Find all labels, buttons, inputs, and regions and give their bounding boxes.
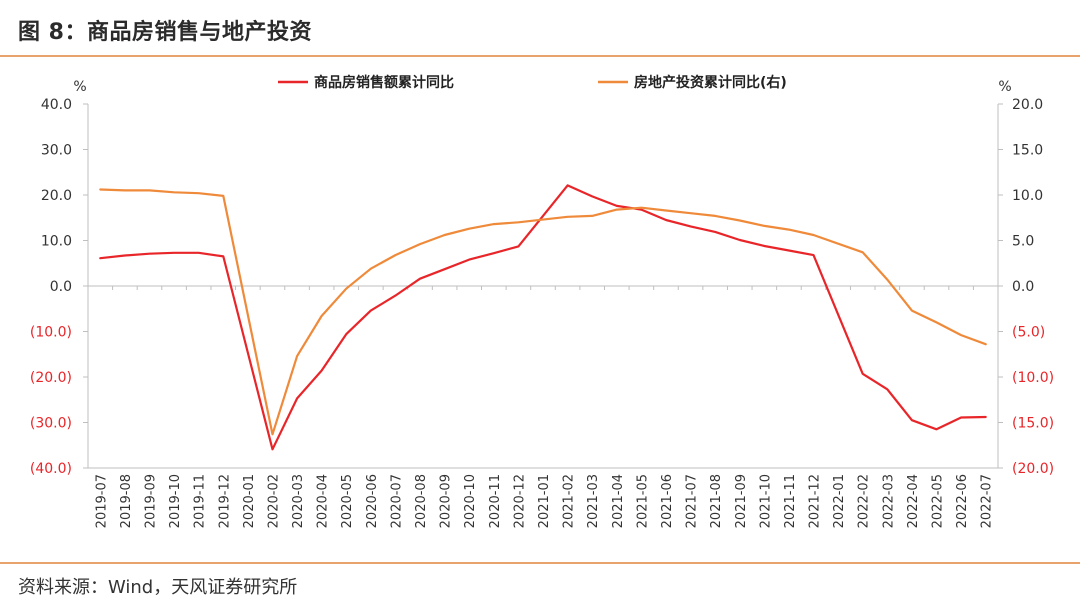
right-tick-label: (5.0) xyxy=(1012,325,1045,341)
x-tick-label: 2021-10 xyxy=(758,474,773,528)
right-tick-label: 20.0 xyxy=(1012,97,1043,113)
x-tick-label: 2020-02 xyxy=(266,474,281,528)
x-tick-label: 2022-02 xyxy=(857,474,872,528)
x-tick-label: 2021-12 xyxy=(808,474,823,528)
x-tick-label: 2019-09 xyxy=(143,474,158,528)
x-tick-label: 2020-07 xyxy=(389,474,404,528)
left-axis-unit: % xyxy=(73,79,86,95)
x-tick-label: 2021-02 xyxy=(562,474,577,528)
x-tick-label: 2020-08 xyxy=(414,474,429,528)
x-tick-label: 2021-05 xyxy=(635,474,650,528)
x-tick-label: 2019-08 xyxy=(119,474,134,528)
x-tick-label: 2022-03 xyxy=(881,474,896,528)
x-tick-label: 2020-04 xyxy=(316,474,331,528)
x-tick-label: 2021-11 xyxy=(783,474,798,528)
x-tick-label: 2021-07 xyxy=(685,474,700,528)
x-tick-label: 2021-01 xyxy=(537,474,552,528)
left-tick-label: 40.0 xyxy=(41,97,72,113)
x-tick-label: 2022-06 xyxy=(955,474,970,528)
x-tick-label: 2021-08 xyxy=(709,474,724,528)
x-tick-label: 2020-10 xyxy=(463,474,478,528)
x-tick-label: 2022-04 xyxy=(906,474,921,528)
x-tick-label: 2021-09 xyxy=(734,474,749,528)
x-tick-label: 2020-01 xyxy=(242,474,257,528)
chart: % %40.0 20.030.0 15.020.0 10.010.0 5.00.0 0.0(… xyxy=(30,74,1054,528)
right-axis-unit: % xyxy=(998,79,1011,95)
right-tick-label: 15.0 xyxy=(1012,143,1043,159)
legend-label-investment: 房地产投资累计同比(右) xyxy=(634,74,787,91)
left-tick-label: 30.0 xyxy=(41,143,72,159)
bottom-divider xyxy=(0,562,1080,564)
left-tick-label: (20.0) xyxy=(30,370,72,386)
figure-title: 图 8：商品房销售与地产投资 xyxy=(18,20,312,45)
right-tick-label: (20.0) xyxy=(1012,461,1054,477)
left-tick-label: 0.0 xyxy=(50,279,72,295)
x-tick-label: 2020-05 xyxy=(340,474,355,528)
axes-group: % %40.0 20.030.0 15.020.0 10.010.0 5.00.0 0.0(… xyxy=(30,79,1054,528)
x-tick-label: 2020-12 xyxy=(512,474,527,528)
x-tick-label: 2020-11 xyxy=(488,474,503,528)
series-group xyxy=(99,184,987,451)
left-tick-label: (30.0) xyxy=(30,416,72,432)
source-note: 资料来源：Wind，天风证券研究所 xyxy=(18,577,298,598)
left-tick-label: (40.0) xyxy=(30,461,72,477)
x-tick-label: 2021-03 xyxy=(586,474,601,528)
x-tick-label: 2019-10 xyxy=(168,474,183,528)
right-tick-label: 0.0 xyxy=(1012,279,1034,295)
right-tick-label: (15.0) xyxy=(1012,416,1054,432)
x-tick-label: 2019-11 xyxy=(193,474,208,528)
top-divider xyxy=(0,55,1080,57)
x-tick-label: 2021-06 xyxy=(660,474,675,528)
x-tick-label: 2021-04 xyxy=(611,474,626,528)
x-tick-label: 2020-03 xyxy=(291,474,306,528)
left-tick-label: (10.0) xyxy=(30,325,72,341)
investment-yoy-line xyxy=(99,188,987,436)
x-tick-label: 2022-01 xyxy=(832,474,847,528)
x-tick-label: 2020-06 xyxy=(365,474,380,528)
right-tick-label: 10.0 xyxy=(1012,188,1043,204)
right-tick-label: (10.0) xyxy=(1012,370,1054,386)
x-tick-label: 2020-09 xyxy=(439,474,454,528)
left-tick-label: 20.0 xyxy=(41,188,72,204)
x-tick-label: 2019-12 xyxy=(217,474,232,528)
sales-yoy-line xyxy=(99,184,987,451)
x-tick-label: 2022-07 xyxy=(980,474,995,528)
legend-label-sales: 商品房销售额累计同比 xyxy=(314,74,454,91)
x-tick-label: 2022-05 xyxy=(931,474,946,528)
x-tick-label: 2019-07 xyxy=(94,474,109,528)
left-tick-label: 10.0 xyxy=(41,234,72,250)
right-tick-label: 5.0 xyxy=(1012,234,1034,250)
legend: 商品房销售额累计同比 房地产投资累计同比(右) xyxy=(278,74,787,91)
